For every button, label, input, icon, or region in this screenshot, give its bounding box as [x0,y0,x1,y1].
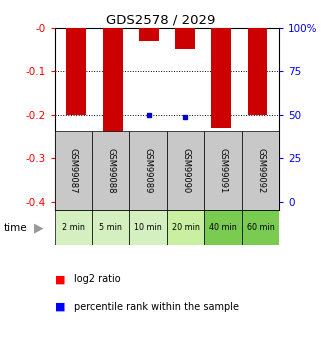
Bar [92,131,129,210]
Text: GSM99089: GSM99089 [144,148,153,194]
Text: GDS2578 / 2029: GDS2578 / 2029 [106,14,215,27]
Text: 5 min: 5 min [99,223,122,232]
Bar [55,210,92,245]
Bar [66,28,86,115]
Text: GSM99087: GSM99087 [69,148,78,194]
Text: 10 min: 10 min [134,223,162,232]
Bar [129,131,167,210]
Bar [129,210,167,245]
Text: GSM99088: GSM99088 [106,148,115,194]
Text: GSM99091: GSM99091 [219,148,228,194]
Bar [92,210,129,245]
Text: GSM99092: GSM99092 [256,148,265,194]
Text: log2 ratio: log2 ratio [74,275,120,284]
Text: ■: ■ [55,275,65,284]
Text: 2 min: 2 min [62,223,85,232]
Bar [204,210,242,245]
Bar [175,28,195,49]
Bar [167,131,204,210]
Text: 20 min: 20 min [172,223,200,232]
Text: GSM99090: GSM99090 [181,148,190,194]
Text: time: time [3,223,27,233]
Bar [211,28,231,128]
Bar [55,131,92,210]
Text: 40 min: 40 min [209,223,237,232]
Text: 60 min: 60 min [247,223,274,232]
Text: ▶: ▶ [34,221,43,234]
Bar [139,28,159,41]
Bar [167,210,204,245]
Bar [247,28,267,115]
Bar [204,131,242,210]
Text: percentile rank within the sample: percentile rank within the sample [74,302,239,312]
Text: ■: ■ [55,302,65,312]
Bar [242,131,279,210]
Bar [103,28,123,202]
Bar [242,210,279,245]
